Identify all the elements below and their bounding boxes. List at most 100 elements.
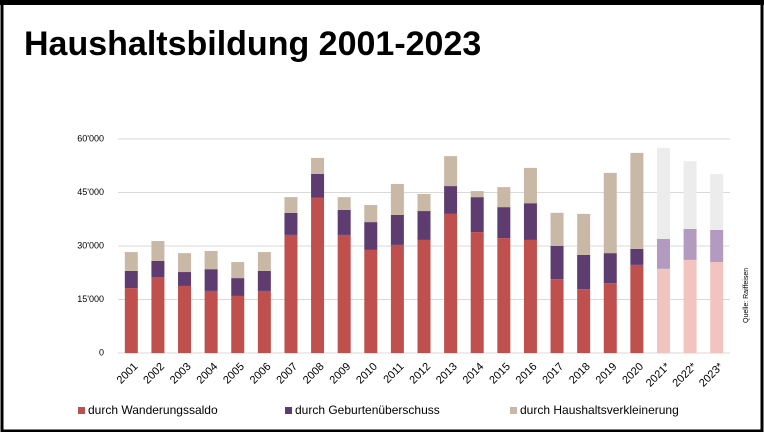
- x-tick-label: 2020: [620, 361, 646, 387]
- bar-segment: [656, 268, 670, 353]
- x-tick-label: 2005: [221, 361, 247, 387]
- bar-segment: [178, 285, 192, 353]
- bar-segment: [364, 222, 378, 250]
- bar-segment: [124, 252, 138, 271]
- bar-segment: [683, 259, 697, 353]
- bar-segment: [151, 241, 165, 261]
- x-tick-label: 2002: [141, 361, 167, 387]
- bar-segment: [390, 183, 404, 215]
- bar-segment: [523, 167, 537, 204]
- bar-segment: [497, 207, 511, 239]
- bar-segment: [710, 229, 724, 263]
- x-tick-label: 2021*: [644, 360, 673, 389]
- bar-segment: [550, 246, 564, 280]
- x-tick-label: 2004: [195, 361, 221, 387]
- bar-segment: [683, 228, 697, 260]
- x-tick-label: 2018: [567, 361, 593, 387]
- bar-segment: [178, 253, 192, 273]
- bar-segment: [444, 186, 458, 214]
- y-tick-label: 45'000: [77, 187, 104, 197]
- legend-label: durch Geburtenüberschuss: [295, 403, 440, 417]
- x-tick-label: 2013: [434, 361, 460, 387]
- bar-segment: [364, 204, 378, 223]
- bar-segment: [656, 238, 670, 269]
- bar-segment: [390, 214, 404, 245]
- bar-segment: [470, 191, 484, 198]
- x-tick-label: 2010: [354, 361, 380, 387]
- bar-segment: [550, 212, 564, 246]
- legend-label: durch Wanderungssaldo: [88, 403, 218, 417]
- bar-segment: [444, 213, 458, 353]
- bar-segment: [577, 289, 591, 353]
- bar-segment: [204, 250, 218, 270]
- legend-swatch: [285, 407, 292, 414]
- bar-segment: [603, 283, 617, 353]
- bar-segment: [497, 187, 511, 208]
- legend-swatch: [510, 407, 517, 414]
- x-tick-label: 2016: [514, 361, 540, 387]
- bar-segment: [710, 262, 724, 353]
- legend-swatch: [78, 407, 85, 414]
- x-tick-label: 2019: [594, 361, 620, 387]
- x-tick-label: 2009: [328, 361, 354, 387]
- bar-segment: [497, 238, 511, 353]
- bar-segment: [231, 295, 245, 353]
- source: Quelle: Raiffeisen: [743, 268, 750, 323]
- bar-segment: [257, 290, 271, 353]
- bar-segment: [284, 212, 298, 235]
- y-tick-label: 0: [99, 347, 104, 357]
- bar-segment: [603, 253, 617, 284]
- x-tick-label: 2015: [487, 361, 513, 387]
- bar-segment: [151, 277, 165, 353]
- bar-segment: [337, 234, 351, 353]
- bar-segment: [417, 193, 431, 212]
- x-tick-label: 2003: [168, 361, 194, 387]
- bar-segment: [470, 232, 484, 353]
- bar-segment: [364, 249, 378, 353]
- bar-segment: [204, 290, 218, 353]
- bar-segment: [124, 288, 138, 353]
- bar-segment: [656, 147, 670, 239]
- bar-segment: [444, 156, 458, 187]
- bar-segment: [683, 161, 697, 229]
- top-bar: [0, 0, 764, 5]
- bar-segment: [231, 262, 245, 279]
- bar-segment: [523, 239, 537, 353]
- bar-segment: [630, 264, 644, 353]
- x-tick-label: 2014: [461, 361, 487, 387]
- bar-segment: [710, 173, 724, 230]
- bar-segment: [311, 173, 325, 198]
- bar-segment: [231, 278, 245, 296]
- bar-segment: [151, 260, 165, 278]
- bar-segment: [417, 211, 431, 240]
- bar-segment: [577, 254, 591, 290]
- x-tick-label: 2012: [407, 361, 433, 387]
- bar-segment: [630, 248, 644, 265]
- x-tick-label: 2022*: [670, 360, 699, 389]
- chart-title: Haushaltsbildung 2001-2023: [24, 25, 481, 63]
- legend-label: durch Haushaltsverkleinerung: [520, 403, 679, 417]
- bar-segment: [178, 272, 192, 286]
- bar-segment: [311, 157, 325, 174]
- x-tick-label: 2006: [248, 361, 274, 387]
- bar-segment: [257, 270, 271, 291]
- bar-segment: [284, 197, 298, 213]
- bar-segment: [603, 172, 617, 254]
- x-tick-label: 2001: [115, 361, 141, 387]
- x-tick-label: 2023*: [697, 360, 726, 389]
- bar-segment: [124, 270, 138, 289]
- y-tick-label: 15'000: [77, 294, 104, 304]
- bar-segment: [390, 244, 404, 353]
- bar-segment: [337, 209, 351, 235]
- y-tick-label: 60'000: [77, 133, 104, 143]
- bar-segment: [470, 197, 484, 233]
- bar-segment: [417, 239, 431, 353]
- x-tick-label: 2017: [540, 361, 566, 387]
- bar-segment: [630, 152, 644, 249]
- bar-segment: [284, 234, 298, 353]
- x-tick-label: 2011: [381, 361, 406, 386]
- x-tick-label: 2007: [274, 361, 300, 387]
- y-tick-label: 30'000: [77, 240, 104, 250]
